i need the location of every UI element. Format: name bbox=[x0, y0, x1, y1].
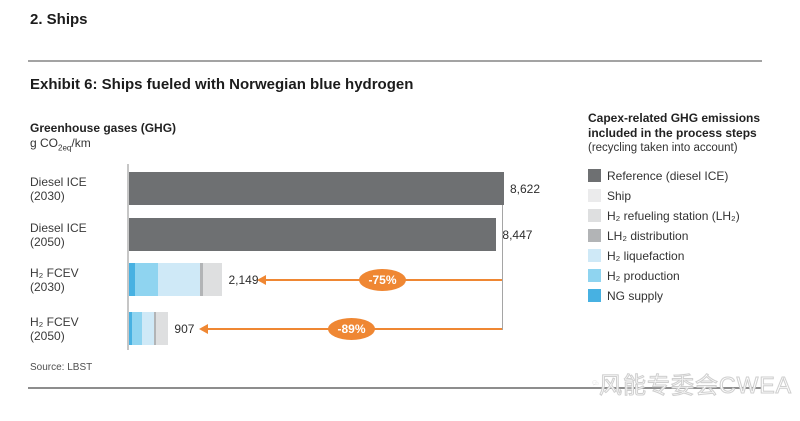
bar-segment-ng_supply bbox=[129, 312, 133, 345]
chart-unit-label: g CO2eq/km bbox=[30, 136, 91, 152]
row-label-line2: (2050) bbox=[30, 234, 65, 249]
row-label-line2: (2030) bbox=[30, 188, 65, 203]
bar-segment-h2_production bbox=[132, 312, 142, 345]
legend-swatch-reference bbox=[588, 169, 601, 182]
legend-swatch-h2_production bbox=[588, 269, 601, 282]
legend-item: H₂ refueling station (LH₂) bbox=[588, 208, 788, 223]
unit-subscript: 2eq bbox=[58, 143, 72, 153]
legend-item: Ship bbox=[588, 188, 788, 203]
bar-value: 2,149 bbox=[228, 272, 259, 287]
row-label: Diesel ICE (2030) bbox=[30, 175, 87, 203]
bar-row bbox=[129, 263, 223, 296]
row-label-line1: H₂ FCEV bbox=[30, 314, 79, 329]
legend-label: H₂ production bbox=[607, 268, 680, 283]
bar-segment-reference bbox=[129, 218, 497, 251]
legend: Capex-related GHG emissions included in … bbox=[588, 111, 788, 309]
bar-row bbox=[129, 312, 169, 345]
legend-item: Reference (diesel ICE) bbox=[588, 168, 788, 183]
bar-row bbox=[129, 218, 497, 251]
bar-value: 907 bbox=[174, 321, 195, 336]
legend-label: H₂ refueling station (LH₂) bbox=[607, 208, 740, 223]
legend-item: H₂ liquefaction bbox=[588, 248, 788, 263]
unit-suffix: /km bbox=[71, 136, 91, 150]
legend-swatch-ng_supply bbox=[588, 289, 601, 302]
reduction-oval: -89% bbox=[328, 317, 375, 340]
baseline-ref-line bbox=[502, 205, 503, 330]
bar-segment-h2_liquefaction bbox=[157, 263, 200, 296]
chart-axis-title: Greenhouse gases (GHG) bbox=[30, 121, 177, 135]
bar-segment-lh2_distribution bbox=[199, 263, 203, 296]
legend-swatch-ship bbox=[588, 189, 601, 202]
bar-segment-h2_refueling_station bbox=[202, 263, 223, 296]
source-note: Source: LBST bbox=[30, 362, 93, 373]
row-label: H₂ FCEV (2050) bbox=[30, 315, 79, 343]
legend-item: LH₂ distribution bbox=[588, 228, 788, 243]
legend-label: NG supply bbox=[607, 288, 664, 303]
legend-item: H₂ production bbox=[588, 268, 788, 283]
legend-label: H₂ liquefaction bbox=[607, 248, 685, 263]
watermark-text: 风能专委会CWEA bbox=[599, 372, 792, 399]
legend-label: LH₂ distribution bbox=[607, 228, 689, 243]
arrowhead-icon bbox=[199, 323, 208, 334]
legend-items: Reference (diesel ICE) Ship H₂ refueling s… bbox=[588, 168, 788, 303]
top-divider bbox=[28, 60, 762, 62]
bar-segment-ng_supply bbox=[129, 263, 136, 296]
legend-swatch-h2_refueling_station bbox=[588, 209, 601, 222]
page-title: 2. Ships bbox=[30, 11, 88, 28]
row-label-line2: (2030) bbox=[30, 279, 65, 294]
unit-prefix: g CO bbox=[30, 136, 59, 150]
wechat-icon bbox=[592, 380, 599, 386]
bar-value: 8,622 bbox=[510, 181, 541, 196]
bottom-divider bbox=[28, 387, 762, 389]
row-label: H₂ FCEV (2030) bbox=[30, 266, 79, 294]
watermark: 风能专委会CWEA bbox=[592, 366, 792, 400]
bar-segment-h2_liquefaction bbox=[141, 312, 154, 345]
legend-subtitle: (recycling taken into account) bbox=[588, 142, 738, 154]
row-label-line1: Diesel ICE bbox=[30, 174, 87, 189]
exhibit-title: Exhibit 6: Ships fueled with Norwegian b… bbox=[30, 76, 414, 93]
legend-label: Ship bbox=[607, 188, 632, 203]
row-label-line1: Diesel ICE bbox=[30, 220, 87, 235]
bar-segment-h2_refueling_station bbox=[155, 312, 169, 345]
bar-segment-lh2_distribution bbox=[153, 312, 156, 345]
bar-segment-reference bbox=[129, 172, 504, 205]
bar-value: 8,447 bbox=[502, 227, 533, 242]
arrowhead-icon bbox=[257, 274, 266, 285]
reduction-oval: -75% bbox=[359, 268, 406, 291]
legend-swatch-lh2_distribution bbox=[588, 229, 601, 242]
row-label-line1: H₂ FCEV bbox=[30, 265, 79, 280]
row-label: Diesel ICE (2050) bbox=[30, 221, 87, 249]
legend-item: NG supply bbox=[588, 288, 788, 303]
legend-swatch-h2_liquefaction bbox=[588, 249, 601, 262]
legend-label: Reference (diesel ICE) bbox=[607, 168, 729, 183]
legend-title-line2: included in the process steps bbox=[588, 126, 757, 140]
legend-title-line1: Capex-related GHG emissions bbox=[588, 111, 761, 125]
axis-line bbox=[127, 164, 129, 350]
row-label-line2: (2050) bbox=[30, 328, 65, 343]
bar-segment-h2_production bbox=[135, 263, 158, 296]
bar-row bbox=[129, 172, 504, 205]
